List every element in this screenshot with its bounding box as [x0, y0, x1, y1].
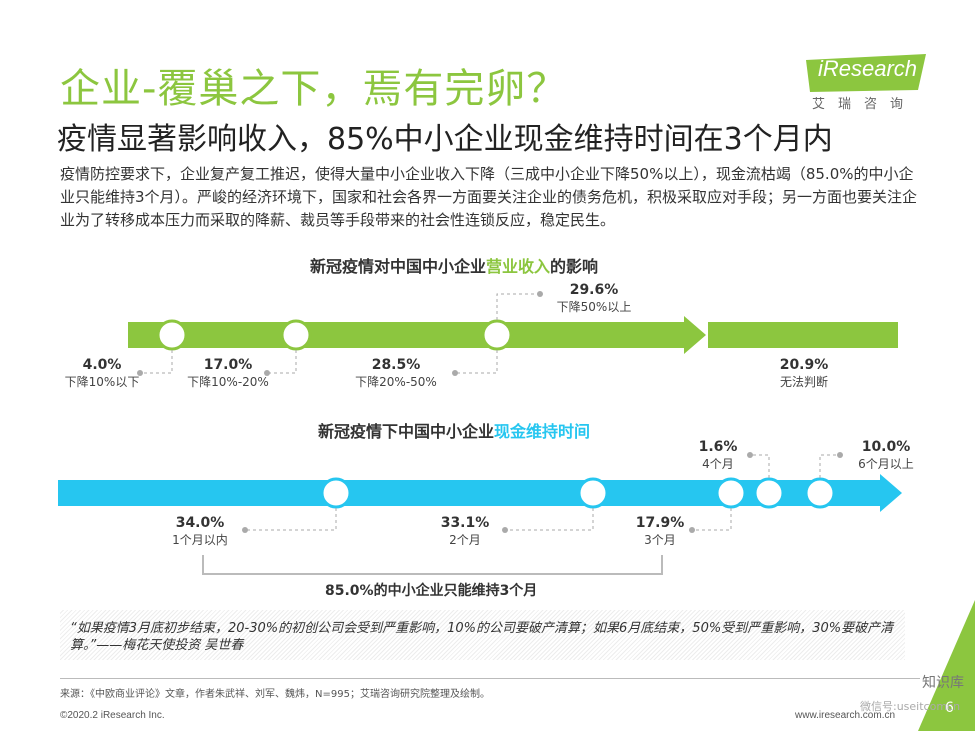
cash-label-1: 1个月以内: [172, 533, 228, 547]
revenue-node-2: [280, 319, 312, 351]
cash-summary: 85.0%的中小企业只能维持3个月: [325, 583, 538, 599]
revenue-leader-dots: [137, 291, 543, 376]
revenue-arrow-bar: [128, 316, 898, 354]
cash-node-3: [715, 477, 747, 509]
revenue-title-post: 的影响: [550, 257, 599, 276]
revenue-label-3: 下降20%-50%: [355, 375, 437, 389]
cash-title-highlight: 现金维持时间: [494, 422, 591, 441]
revenue-label-2: 下降10%-20%: [187, 375, 269, 389]
revenue-pct-1: 4.0%: [82, 357, 122, 373]
corner-decoration: [918, 600, 975, 731]
cash-pct-2: 33.1%: [440, 515, 490, 531]
cash-pct-4: 1.6%: [698, 439, 738, 455]
revenue-title-pre: 新冠疫情对中国中小企业: [310, 257, 487, 276]
source-note: 来源：《中欧商业评论》文章，作者朱武祥、刘军、魏炜，N=995；艾瑞咨询研究院整…: [60, 689, 490, 700]
revenue-item-4: 29.6% 下降50%以上: [544, 282, 644, 315]
logo-cn-text: 艾瑞咨询: [812, 97, 917, 112]
cash-leader-dots: [242, 452, 843, 533]
cash-pct-1: 34.0%: [175, 515, 225, 531]
cash-title-pre: 新冠疫情下中国中小企业: [318, 422, 495, 441]
watermark-text: 知识库: [922, 675, 964, 691]
revenue-leaders: [140, 293, 540, 374]
revenue-node-3: [481, 319, 513, 351]
copyright: ©2020.2 iResearch Inc.: [60, 710, 165, 721]
revenue-pct-5: 20.9%: [779, 357, 829, 373]
revenue-pct-3: 28.5%: [371, 357, 421, 373]
quote-box: [60, 610, 905, 660]
cash-label-2: 2个月: [449, 533, 481, 547]
revenue-item-5: 20.9% 无法判断: [754, 357, 854, 390]
cash-leaders: [245, 454, 840, 531]
revenue-label-1: 下降10%以下: [64, 375, 140, 389]
revenue-label-4: 下降50%以上: [556, 300, 632, 314]
revenue-item-3: 28.5% 下降20%-50%: [346, 357, 446, 390]
cash-node-4: [753, 477, 785, 509]
page-subtitle: 疫情显著影响收入，85%中小企业现金维持时间在3个月内: [57, 122, 833, 157]
revenue-pct-2: 17.0%: [203, 357, 253, 373]
cash-item-1: 34.0% 1个月以内: [150, 515, 250, 548]
revenue-node-1: [156, 319, 188, 351]
page-title: 企业-覆巢之下，焉有完卵？: [60, 66, 568, 112]
revenue-item-2: 17.0% 下降10%-20%: [178, 357, 278, 390]
logo-text: iResearch: [818, 56, 918, 81]
revenue-title-highlight: 营业收入: [486, 257, 551, 276]
quote-text: “如果疫情3月底初步结束，20-30%的初创公司会受到严重影响，10%的公司要破…: [70, 621, 894, 653]
revenue-section-title: 新冠疫情对中国中小企业营业收入的影响: [310, 253, 598, 277]
cash-item-2: 33.1% 2个月: [415, 515, 515, 548]
cash-item-3: 17.9% 3个月: [610, 515, 710, 548]
cash-label-4: 4个月: [702, 457, 734, 471]
cash-node-1: [320, 477, 352, 509]
cash-section-title: 新冠疫情下中国中小企业现金维持时间: [318, 418, 590, 442]
cash-pct-3: 17.9%: [635, 515, 685, 531]
cash-label-5: 6个月以上: [858, 457, 914, 471]
cash-item-4: 1.6% 4个月: [668, 439, 768, 472]
cash-label-3: 3个月: [644, 533, 676, 547]
watermark-id: 微信号:useitcomcn: [860, 700, 961, 713]
cash-pct-5: 10.0%: [861, 439, 911, 455]
site-url: www.iresearch.com.cn: [795, 710, 896, 721]
revenue-item-1: 4.0% 下降10%以下: [52, 357, 152, 390]
footer-divider: [60, 678, 920, 679]
revenue-label-5: 无法判断: [779, 375, 828, 389]
summary-bracket: [202, 555, 663, 575]
page-number: 6: [945, 700, 954, 716]
cash-node-5: [804, 477, 836, 509]
revenue-pct-4: 29.6%: [569, 282, 619, 298]
cash-node-2: [577, 477, 609, 509]
iresearch-logo: [806, 54, 926, 92]
intro-paragraph: 疫情防控要求下，企业复产复工推迟，使得大量中小企业收入下降（三成中小企业下降50…: [60, 165, 918, 229]
cash-item-5: 10.0% 6个月以上: [836, 439, 936, 472]
